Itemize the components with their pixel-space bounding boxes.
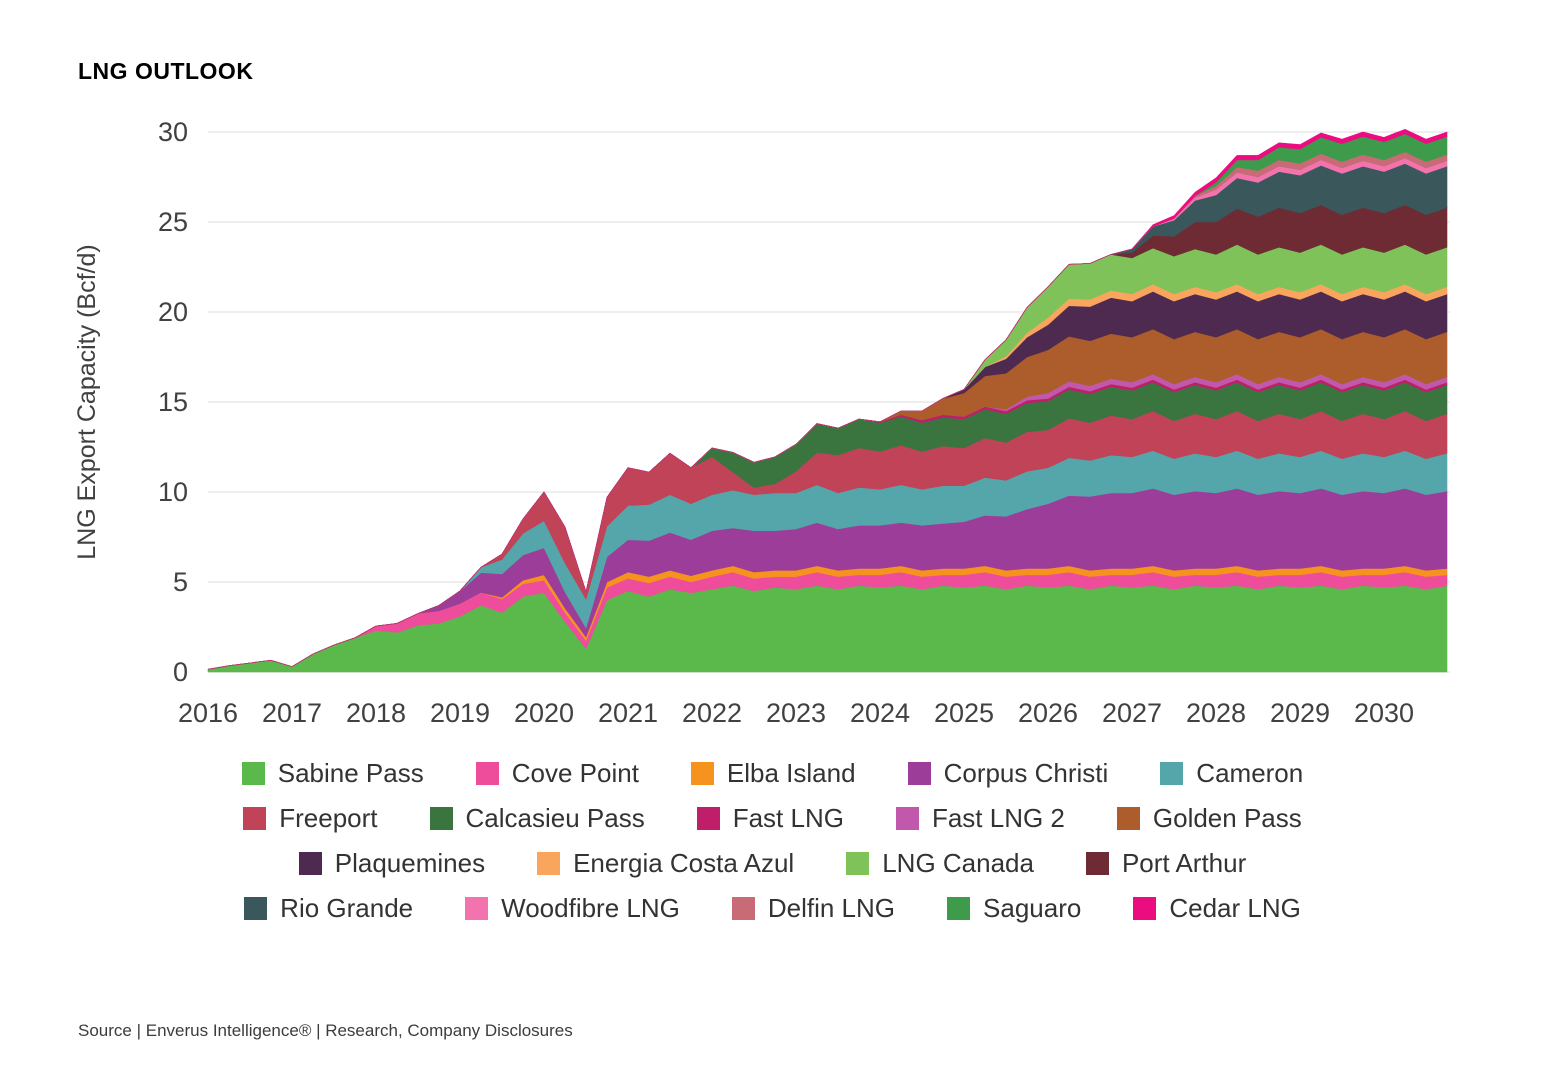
x-tick-2019: 2019 (430, 698, 490, 728)
legend-label-calcasieu-pass: Calcasieu Pass (465, 803, 645, 833)
legend-label-corpus-christi: Corpus Christi (943, 758, 1109, 788)
port-arthur-swatch-icon (1085, 852, 1109, 875)
legend-label-elba-island: Elba Island (726, 758, 856, 788)
y-tick-25: 25 (158, 207, 188, 237)
y-tick-30: 30 (158, 117, 188, 147)
delfin-lng-swatch-icon (731, 897, 755, 920)
legend-row-4: Rio Grande Woodfibre LNG Delfin LNG Saguaro… (244, 893, 1301, 924)
x-tick-2028: 2028 (1186, 698, 1246, 728)
legend-label-delfin-lng: Delfin LNG (767, 893, 896, 923)
cameron-swatch-icon (1160, 762, 1184, 785)
saguaro-swatch-icon (947, 897, 971, 920)
cedar-lng-swatch-icon (1133, 897, 1157, 920)
legend-item-corpus-christi: Corpus Christi (907, 758, 1109, 789)
legend-item-port-arthur: Port Arthur (1085, 848, 1247, 879)
x-tick-2025: 2025 (934, 698, 994, 728)
legend-item-elba-island: Elba Island (690, 758, 856, 789)
legend-label-cameron: Cameron (1196, 758, 1304, 788)
legend-item-cove-point: Cove Point (475, 758, 639, 789)
legend-item-fast-lng-2: Fast LNG 2 (895, 803, 1065, 834)
x-tick-2029: 2029 (1270, 698, 1330, 728)
legend-item-energia-costa-azul: Energia Costa Azul (537, 848, 794, 879)
x-axis-tick-labels: 2016 2017 2018 2019 2020 2021 2022 2023 2024 2025… (178, 698, 1414, 728)
cove-point-swatch-icon (475, 762, 499, 785)
x-tick-2026: 2026 (1018, 698, 1078, 728)
legend-label-cove-point: Cove Point (511, 758, 639, 788)
legend-label-golden-pass: Golden Pass (1152, 803, 1302, 833)
y-tick-10: 10 (158, 477, 188, 507)
legend-label-freeport: Freeport (279, 803, 378, 833)
y-tick-20: 20 (158, 297, 188, 327)
legend-item-saguaro: Saguaro (947, 893, 1081, 924)
x-tick-2016: 2016 (178, 698, 238, 728)
y-axis-tick-labels: 0 5 10 15 20 25 30 (158, 117, 188, 687)
legend-item-woodfibre-lng: Woodfibre LNG (465, 893, 680, 924)
x-tick-2030: 2030 (1354, 698, 1414, 728)
chart-title: LNG OUTLOOK (78, 58, 254, 84)
x-tick-2020: 2020 (514, 698, 574, 728)
legend-label-port-arthur: Port Arthur (1121, 848, 1247, 878)
legend-item-plaquemines: Plaquemines (298, 848, 486, 879)
fast-lng-2-swatch-icon (895, 807, 919, 830)
legend-label-woodfibre-lng: Woodfibre LNG (501, 893, 680, 923)
freeport-swatch-icon (243, 807, 267, 830)
legend-item-lng-canada: LNG Canada (846, 848, 1034, 879)
legend-label-plaquemines: Plaquemines (334, 848, 486, 878)
legend-label-rio-grande: Rio Grande (280, 893, 414, 923)
legend-item-golden-pass: Golden Pass (1116, 803, 1302, 834)
golden-pass-swatch-icon (1116, 807, 1140, 830)
legend-label-energia-costa-azul: Energia Costa Azul (573, 848, 795, 878)
rio-grande-swatch-icon (244, 897, 268, 920)
legend-label-sabine-pass: Sabine Pass (277, 758, 424, 788)
area-series (207, 128, 1448, 673)
calcasieu-pass-swatch-icon (429, 807, 453, 830)
legend-label-saguaro: Saguaro (983, 893, 1082, 923)
x-tick-2022: 2022 (682, 698, 742, 728)
x-tick-2021: 2021 (598, 698, 658, 728)
legend-item-sabine-pass: Sabine Pass (241, 758, 424, 789)
y-tick-0: 0 (173, 657, 188, 687)
y-axis-title: LNG Export Capacity (Bcf/d) (73, 244, 101, 559)
legend-label-cedar-lng: Cedar LNG (1169, 893, 1301, 923)
plaquemines-swatch-icon (298, 852, 322, 875)
legend-label-fast-lng-2: Fast LNG 2 (931, 803, 1065, 833)
legend-item-fast-lng: Fast LNG (696, 803, 844, 834)
chart-legend: Sabine Pass Cove Point Elba Island Corpus C… (0, 758, 1545, 924)
legend-item-freeport: Freeport (243, 803, 378, 834)
x-tick-2024: 2024 (850, 698, 910, 728)
x-tick-2023: 2023 (766, 698, 826, 728)
legend-label-lng-canada: LNG Canada (882, 848, 1034, 878)
legend-item-delfin-lng: Delfin LNG (731, 893, 896, 924)
x-tick-2027: 2027 (1102, 698, 1162, 728)
legend-row-2: Freeport Calcasieu Pass Fast LNG Fast LNG 2… (243, 803, 1302, 834)
corpus-christi-swatch-icon (907, 762, 931, 785)
legend-row-1: Sabine Pass Cove Point Elba Island Corpus C… (241, 758, 1303, 789)
sabine-pass-swatch-icon (241, 762, 265, 785)
fast-lng-swatch-icon (696, 807, 720, 830)
legend-label-fast-lng: Fast LNG (732, 803, 844, 833)
energia-costa-azul-swatch-icon (537, 852, 561, 875)
x-tick-2018: 2018 (346, 698, 406, 728)
legend-item-cameron: Cameron (1160, 758, 1303, 789)
lng-canada-swatch-icon (846, 852, 870, 875)
legend-item-calcasieu-pass: Calcasieu Pass (429, 803, 645, 834)
legend-item-cedar-lng: Cedar LNG (1133, 893, 1301, 924)
x-tick-2017: 2017 (262, 698, 322, 728)
y-tick-5: 5 (173, 567, 188, 597)
legend-row-3: Plaquemines Energia Costa Azul LNG Canada P… (298, 848, 1247, 879)
area-cedar-lng (207, 128, 1448, 670)
elba-island-swatch-icon (690, 762, 714, 785)
woodfibre-lng-swatch-icon (465, 897, 489, 920)
legend-item-rio-grande: Rio Grande (244, 893, 413, 924)
source-attribution: Source | Enverus Intelligence® | Researc… (78, 1021, 573, 1040)
y-tick-15: 15 (158, 387, 188, 417)
